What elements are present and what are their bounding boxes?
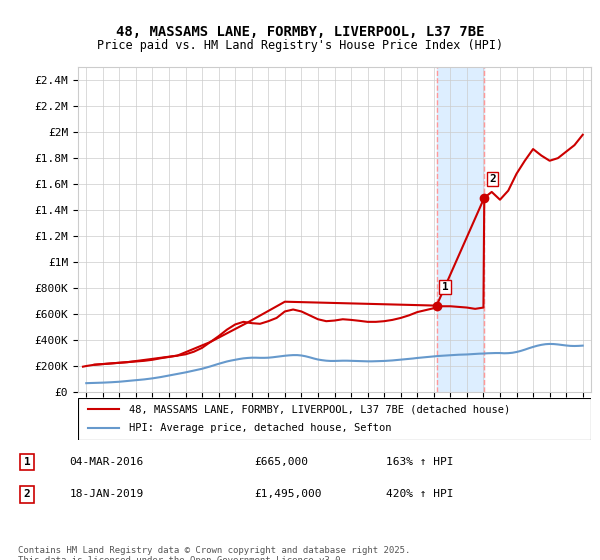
Text: 48, MASSAMS LANE, FORMBY, LIVERPOOL, L37 7BE: 48, MASSAMS LANE, FORMBY, LIVERPOOL, L37… bbox=[116, 25, 484, 39]
Text: 420% ↑ HPI: 420% ↑ HPI bbox=[386, 489, 454, 500]
Text: 04-MAR-2016: 04-MAR-2016 bbox=[70, 457, 144, 467]
Text: 2: 2 bbox=[23, 489, 30, 500]
Text: 1: 1 bbox=[442, 282, 448, 292]
Text: Price paid vs. HM Land Registry's House Price Index (HPI): Price paid vs. HM Land Registry's House … bbox=[97, 39, 503, 52]
FancyBboxPatch shape bbox=[78, 398, 591, 440]
Text: £665,000: £665,000 bbox=[254, 457, 308, 467]
Text: 48, MASSAMS LANE, FORMBY, LIVERPOOL, L37 7BE (detached house): 48, MASSAMS LANE, FORMBY, LIVERPOOL, L37… bbox=[130, 404, 511, 414]
Text: 163% ↑ HPI: 163% ↑ HPI bbox=[386, 457, 454, 467]
Text: 1: 1 bbox=[23, 457, 30, 467]
Text: 18-JAN-2019: 18-JAN-2019 bbox=[70, 489, 144, 500]
Text: Contains HM Land Registry data © Crown copyright and database right 2025.
This d: Contains HM Land Registry data © Crown c… bbox=[18, 546, 410, 560]
Text: £1,495,000: £1,495,000 bbox=[254, 489, 322, 500]
Text: HPI: Average price, detached house, Sefton: HPI: Average price, detached house, Seft… bbox=[130, 423, 392, 433]
Bar bbox=[437, 67, 484, 392]
Text: 2: 2 bbox=[489, 174, 496, 184]
